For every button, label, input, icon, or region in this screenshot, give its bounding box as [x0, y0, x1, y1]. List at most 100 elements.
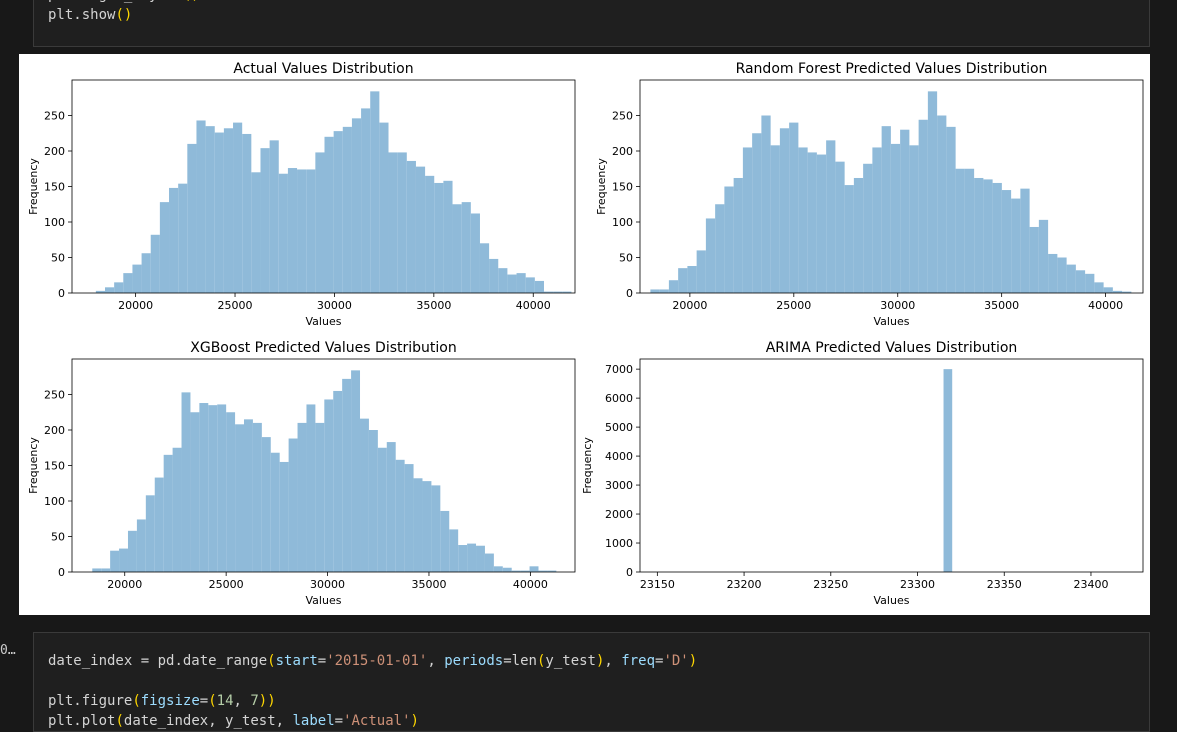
chart-title: XGBoost Predicted Values Distribution: [190, 340, 456, 356]
histogram-bar: [278, 173, 288, 293]
histogram-figure: 20000 25000 30000 35000 40000 0 50 100 150 200 250…: [19, 54, 1150, 615]
histogram-bar: [538, 570, 548, 572]
histogram-bar: [1020, 188, 1030, 293]
histogram-bar: [279, 461, 289, 572]
histogram-bar: [136, 519, 146, 572]
y-tick-label: 5000: [605, 421, 633, 434]
histogram-bar: [269, 140, 279, 293]
histogram-bar: [900, 129, 910, 293]
y-tick-label: 200: [612, 145, 633, 158]
histogram-bar: [297, 169, 307, 293]
code-token: y_test: [545, 653, 596, 669]
code-token: 'D': [663, 653, 689, 669]
histogram-bar: [553, 291, 563, 293]
histogram-bar: [233, 122, 243, 293]
histogram-bar: [342, 126, 352, 293]
y-tick-label: 100: [44, 216, 65, 229]
x-tick-label: 30000: [317, 299, 352, 312]
x-tick-label: 40000: [513, 578, 548, 591]
histogram-bar: [946, 126, 956, 293]
histogram-bar: [449, 529, 459, 572]
histogram-bar: [172, 447, 182, 572]
histogram-bar: [119, 548, 128, 572]
code-token: show: [81, 7, 116, 23]
histogram-bar: [943, 369, 953, 572]
histogram-bar: [955, 168, 965, 293]
code-token: (): [183, 0, 200, 3]
code-token: (: [267, 653, 276, 669]
histogram-bar: [163, 454, 173, 572]
code-token: (: [115, 713, 124, 729]
x-tick-label: 25000: [209, 578, 244, 591]
histogram-bar: [422, 481, 432, 572]
histogram-bar: [992, 182, 1002, 293]
histogram-bar: [351, 118, 362, 293]
y-tick-label: 250: [44, 110, 65, 123]
x-tick-label: 23200: [727, 578, 762, 591]
histogram-bar: [853, 177, 864, 293]
histogram-bar: [370, 91, 380, 293]
x-tick-label: 30000: [310, 578, 345, 591]
y-tick-label: 50: [619, 252, 633, 265]
code-token: ,: [208, 713, 226, 729]
histogram-bar: [678, 268, 688, 293]
histogram-bar: [516, 273, 526, 293]
y-tick-label: 150: [612, 181, 633, 194]
y-tick-label: 0: [58, 566, 65, 579]
histogram-bar: [261, 437, 271, 572]
code-token: pd: [157, 653, 175, 669]
x-tick-label: 35000: [984, 299, 1019, 312]
code-token: label: [292, 713, 335, 729]
histogram-bar: [668, 280, 679, 293]
code-token: )): [258, 693, 276, 709]
y-axis-label: Frequency: [27, 158, 40, 215]
code-token: =: [655, 653, 664, 669]
histogram-bar: [199, 403, 209, 572]
histogram-bar: [1011, 198, 1021, 293]
code-token: .: [73, 713, 82, 729]
y-tick-label: 100: [44, 495, 65, 508]
histogram-bar: [724, 186, 734, 293]
code-token: '2015-01-01': [326, 653, 428, 669]
code-token: (): [115, 7, 133, 23]
histogram-bar: [333, 390, 343, 572]
histogram-bar: [696, 250, 706, 293]
histogram-bar: [251, 172, 261, 293]
code-token: plt: [48, 693, 74, 709]
code-token: .: [73, 7, 82, 23]
histogram-bar: [169, 187, 179, 293]
histogram-bar: [752, 133, 762, 293]
code-token: =: [317, 653, 327, 669]
x-axis-label: Values: [874, 594, 910, 607]
histogram-bar: [208, 405, 218, 572]
code-cell-bottom[interactable]: date_index = pd.date_range(start='2015-0…: [33, 632, 1150, 732]
histogram-bar: [101, 568, 111, 572]
x-axis-label: Values: [874, 315, 910, 328]
histogram-bar: [154, 477, 164, 572]
code-token: ,: [233, 693, 251, 709]
histogram-bar: [434, 182, 444, 293]
code-cell-top[interactable]: plt.tight_layout()plt.show(): [33, 0, 1150, 47]
histogram-bar: [918, 119, 928, 293]
code-token: figure: [81, 693, 133, 709]
histogram-bar: [835, 161, 845, 293]
chart-4: 23150 23200 23250 23300 23350 23400 0 1000 2000 3…: [581, 340, 1144, 607]
histogram-bar: [145, 495, 155, 572]
histogram-bar: [534, 280, 544, 293]
x-tick-label: 35000: [411, 578, 446, 591]
chart-title: Random Forest Predicted Values Distribut…: [736, 61, 1048, 77]
code-token: .: [73, 0, 81, 3]
histogram-bar: [715, 204, 725, 293]
x-axis-label: Values: [306, 315, 342, 328]
code-token: plt: [48, 713, 74, 729]
y-tick-label: 150: [44, 460, 65, 473]
y-tick-label: 0: [626, 566, 633, 579]
chart-2: 20000 25000 30000 35000 40000 0 50 100 150 200 250…: [595, 61, 1144, 328]
histogram-bar: [324, 399, 334, 572]
histogram-bar: [983, 179, 993, 293]
x-tick-label: 20000: [107, 578, 142, 591]
y-tick-label: 0: [626, 287, 633, 300]
y-tick-label: 3000: [605, 479, 633, 492]
x-tick-label: 23150: [640, 578, 675, 591]
histogram-bar: [974, 177, 984, 293]
